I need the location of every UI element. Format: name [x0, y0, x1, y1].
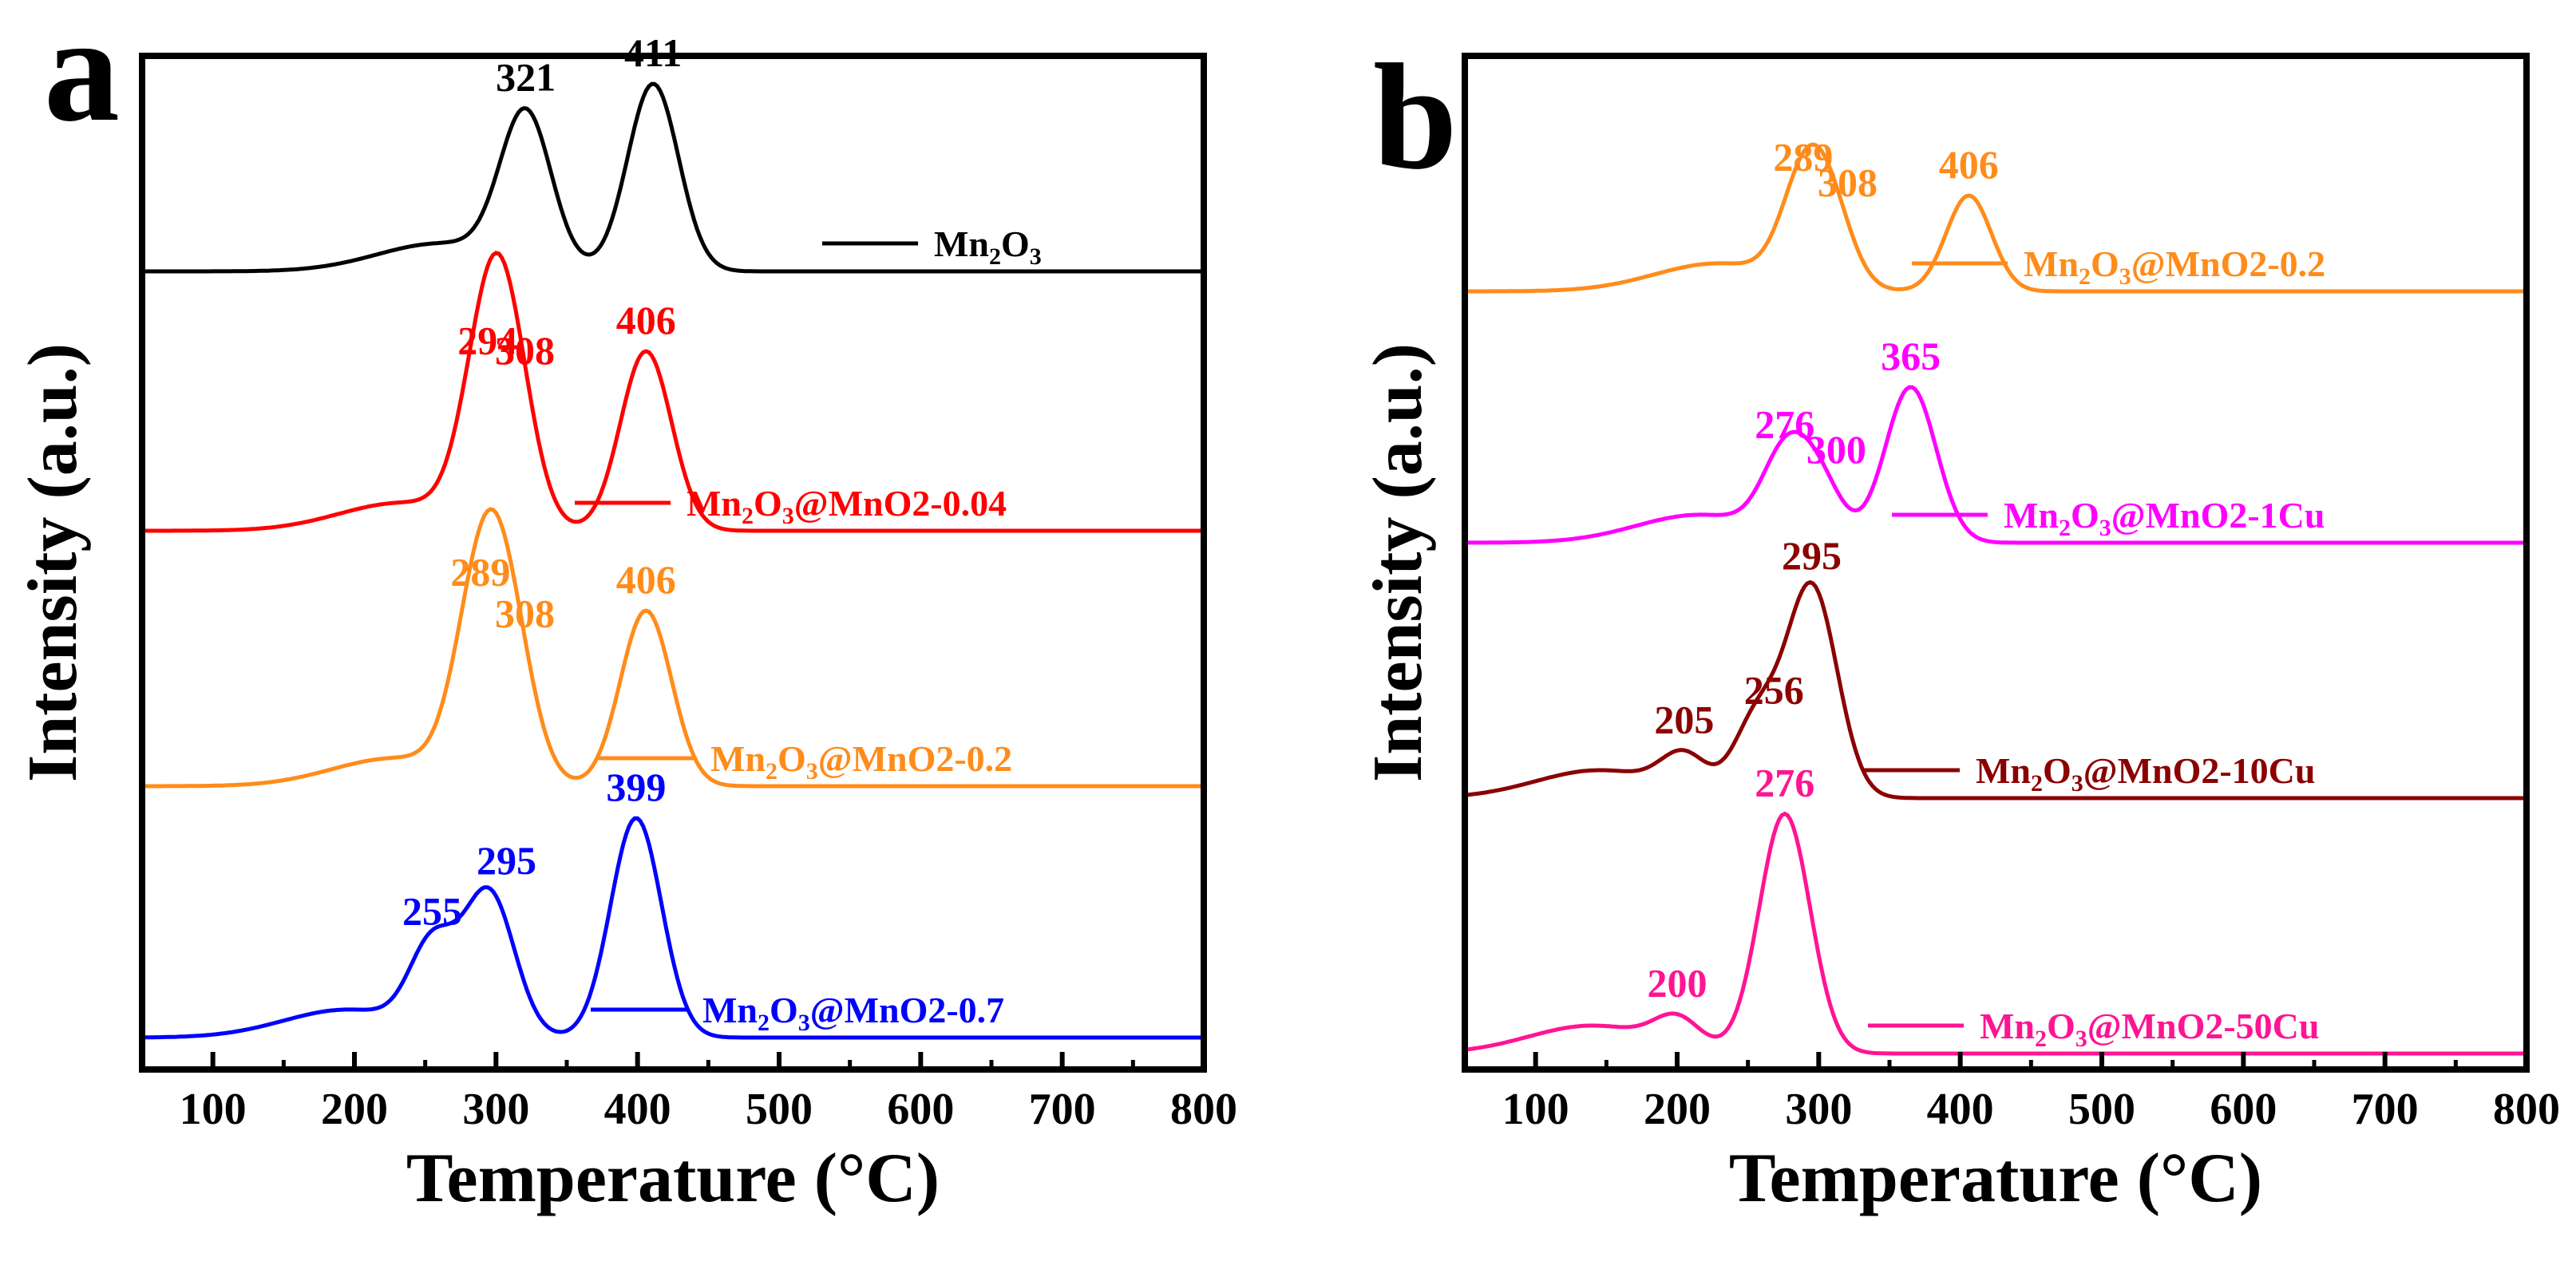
peak-label: 308: [495, 328, 555, 373]
peak-label: 276: [1755, 761, 1814, 805]
peak-label: 406: [616, 557, 676, 602]
peak-label: 294: [457, 318, 517, 363]
x-tick-label: 200: [321, 1085, 388, 1134]
series-line: [1464, 811, 2527, 1056]
series-line: [142, 507, 1204, 789]
panel-label: b: [1373, 34, 1458, 201]
axes-frame: [1462, 53, 2530, 1073]
peak-label: 406: [616, 298, 676, 342]
peak-label: 321: [496, 55, 556, 100]
legend-label: Mn2O3@MnO2-10Cu: [1976, 750, 2315, 797]
x-tick-label: 700: [2352, 1085, 2419, 1134]
panel-a: a 321411Mn2O3294308406Mn2O3@MnO2-0.042893…: [14, 0, 1237, 1217]
x-tick-label: 400: [604, 1085, 671, 1134]
x-tick-label: 600: [887, 1085, 954, 1134]
series-line: [142, 251, 1204, 533]
x-tick-label: 800: [2493, 1085, 2560, 1134]
y-axis-label: Intensity (a.u.): [1359, 343, 1437, 782]
legend-label: Mn2O3@MnO2-0.7: [702, 990, 1004, 1036]
legend-label: Mn2O3@MnO2-50Cu: [1980, 1006, 2319, 1052]
peak-label: 256: [1744, 667, 1804, 712]
peak-label: 205: [1654, 698, 1714, 742]
x-tick-label: 100: [180, 1085, 247, 1134]
peak-label: 289: [450, 550, 510, 595]
series-line: [1464, 579, 2527, 801]
x-axis-label: Temperature (°C): [406, 1140, 940, 1217]
x-axis-label: Temperature (°C): [1729, 1140, 2262, 1217]
series-line: [142, 816, 1204, 1040]
y-axis-label: Intensity (a.u.): [14, 343, 92, 782]
x-tick-label: 100: [1502, 1085, 1569, 1134]
x-tick-label: 200: [1644, 1085, 1711, 1134]
peak-label: 255: [402, 889, 462, 934]
peak-label: 365: [1881, 334, 1941, 378]
x-tick-label: 300: [462, 1085, 529, 1134]
x-tick-label: 500: [2068, 1085, 2135, 1134]
x-tick-label: 800: [1170, 1085, 1237, 1134]
peak-label: 200: [1648, 961, 1707, 1006]
peak-label: 300: [1806, 427, 1866, 472]
series-line: [1465, 385, 2527, 545]
legend-label: Mn2O3@MnO2-1Cu: [2004, 495, 2325, 541]
series-line: [142, 81, 1204, 274]
peak-label: 276: [1755, 402, 1814, 447]
peak-label: 295: [477, 838, 536, 883]
legend-label: Mn2O3@MnO2-0.2: [710, 738, 1012, 785]
legend-label: Mn2O3@MnO2-0.04: [687, 483, 1007, 529]
x-tick-label: 700: [1029, 1085, 1096, 1134]
x-tick-label: 300: [1785, 1085, 1852, 1134]
peak-label: 308: [495, 591, 555, 636]
peak-label: 411: [624, 30, 682, 75]
x-tick-label: 500: [746, 1085, 813, 1134]
peak-label: 308: [1818, 160, 1878, 205]
legend-label: Mn2O3: [934, 223, 1042, 270]
peak-label: 399: [606, 765, 666, 809]
x-tick-label: 400: [1927, 1085, 1994, 1134]
peak-label: 289: [1773, 135, 1833, 180]
axes-frame: [139, 53, 1207, 1073]
peak-label: 406: [1939, 142, 1999, 187]
x-tick-label: 600: [2210, 1085, 2277, 1134]
legend-label: Mn2O3@MnO2-0.2: [2024, 243, 2325, 290]
series-line: [1465, 142, 2527, 294]
peak-label: 295: [1782, 533, 1842, 578]
panel-label: a: [44, 0, 120, 153]
